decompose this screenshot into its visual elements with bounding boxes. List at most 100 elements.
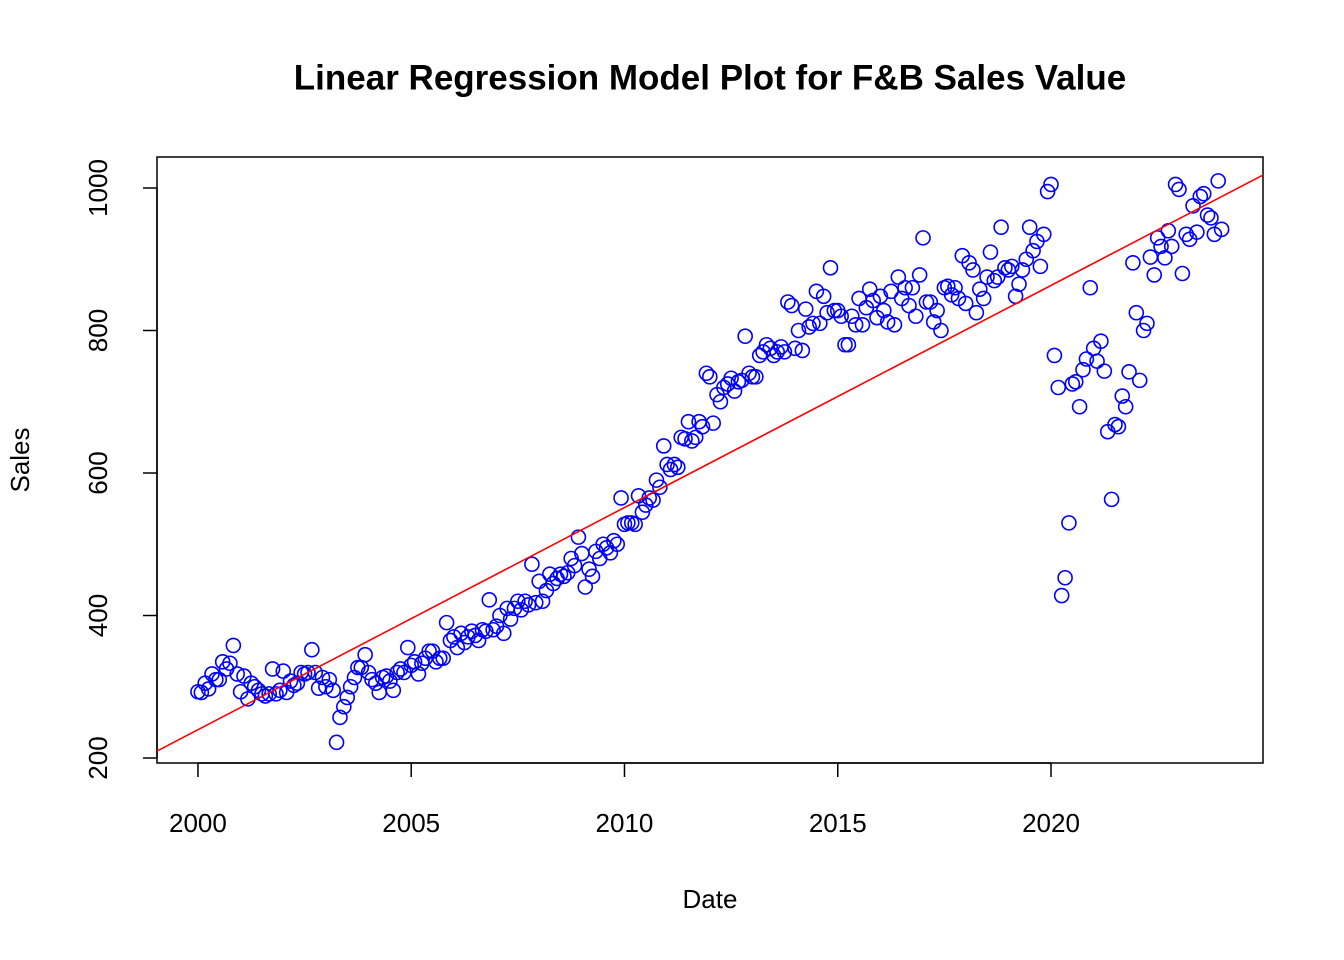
point [563,550,579,567]
point [346,669,363,686]
point [428,654,444,670]
point [979,269,995,285]
point [790,322,807,339]
point [606,532,622,549]
point [915,230,931,246]
point [225,637,242,654]
point [1035,226,1052,243]
point [1195,185,1212,202]
x-tick-label: 2015 [809,808,867,838]
regression-line [156,174,1264,752]
point [1157,250,1173,266]
point [1075,361,1091,378]
point [648,472,665,488]
point [1003,258,1020,275]
point [939,278,956,295]
point [669,459,686,476]
point [854,316,871,333]
point [687,429,704,446]
point [705,415,721,431]
point [378,668,395,684]
point [1103,491,1120,508]
point [1000,262,1017,278]
point [1167,176,1184,193]
point [1021,219,1038,235]
point [1039,183,1056,200]
point [1189,224,1205,240]
point [797,301,814,317]
point [748,369,764,385]
point [1061,515,1077,531]
point [982,244,999,260]
point [861,281,878,297]
point [300,664,316,681]
point [264,661,281,677]
point [1025,242,1041,259]
point [304,641,320,658]
point [1067,374,1084,390]
point [1121,364,1137,380]
point [438,614,455,631]
point [751,347,768,364]
point [286,677,302,694]
point [776,344,793,360]
point [392,661,409,677]
point [1171,181,1187,198]
point [1014,262,1031,278]
point [989,269,1006,285]
point [1146,267,1163,283]
point [662,461,679,478]
point [876,302,892,319]
point [819,304,835,321]
point [332,709,348,726]
point [410,666,427,682]
point [794,342,811,359]
point [1096,363,1113,379]
point [666,456,683,473]
point [261,686,277,702]
point [1210,173,1227,189]
point [971,281,988,297]
point [527,594,544,611]
point [339,689,356,706]
point [481,592,498,608]
point [1153,238,1169,255]
point [879,314,896,330]
point [968,304,985,321]
y-tick-label: 400 [83,594,113,637]
point [1071,398,1088,415]
point [517,593,533,610]
point [321,671,338,688]
point [908,308,924,325]
point [833,308,849,325]
point [325,682,341,699]
point [933,322,949,339]
point [364,671,380,688]
point [897,279,913,296]
point [701,369,718,385]
point [822,259,839,276]
point [712,393,729,410]
point [886,316,903,333]
point [957,295,974,312]
point [310,680,327,696]
point [1011,276,1027,292]
point [1078,351,1095,367]
point [1174,265,1191,282]
point [929,302,945,319]
point [318,678,334,695]
point [1089,353,1105,369]
point [627,516,643,533]
point [257,688,274,704]
point [275,663,292,679]
point [872,288,889,305]
point [485,621,501,638]
point [556,568,572,585]
point [1192,188,1209,205]
point [570,529,587,545]
y-tick-label: 800 [83,309,113,352]
point [211,671,228,688]
point [314,669,331,686]
point [1043,176,1059,193]
